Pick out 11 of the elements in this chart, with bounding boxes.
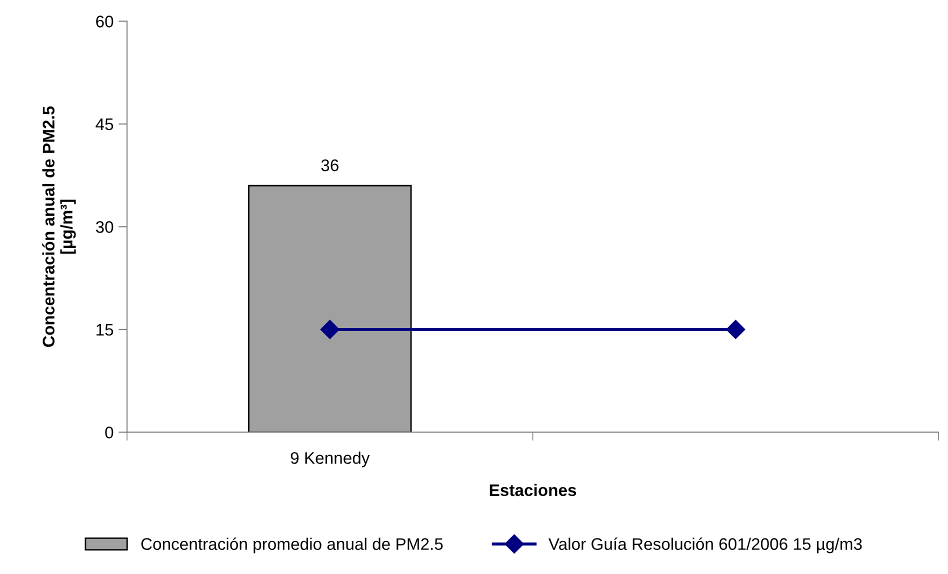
x-axis-title: Estaciones	[490, 484, 576, 496]
y-tick-label: 60	[96, 16, 114, 28]
y-tick-label: 15	[96, 324, 114, 336]
y-tick-label: 0	[105, 426, 114, 438]
legend-label: Concentración promedio anual de PM2.5	[141, 538, 443, 554]
data-label: 36	[321, 159, 338, 172]
y-axis-title: Concentración anual de PM2.5 [µg/m³]	[42, 106, 76, 347]
y-tick-label: 45	[96, 118, 114, 130]
y-tick-label: 30	[96, 221, 114, 233]
x-tick-label: 9 Kennedy	[290, 452, 370, 468]
legend-label: Valor Guía Resolución 601/2006 15 µg/m3	[548, 538, 862, 554]
